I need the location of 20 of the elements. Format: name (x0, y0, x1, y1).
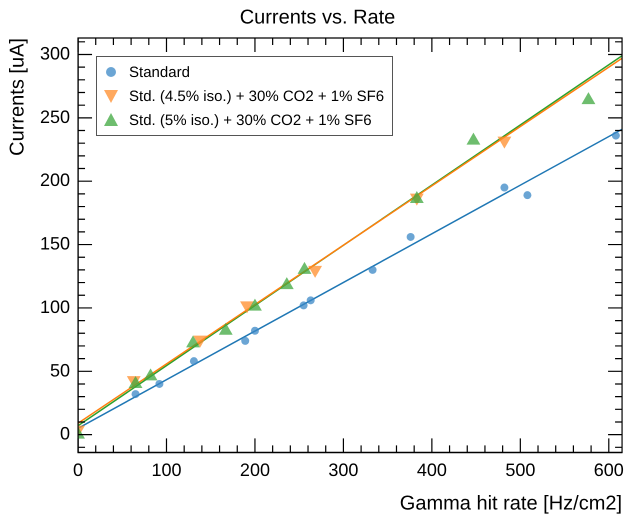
x-tick-label: 500 (505, 460, 536, 480)
x-tick-label: 300 (328, 460, 358, 480)
y-tick-label: 150 (40, 234, 70, 254)
x-tick-label: 600 (594, 460, 624, 480)
x-tick-label: 100 (151, 460, 182, 480)
y-tick-label: 300 (40, 43, 70, 64)
x-axis-title: Gamma hit rate [Hz/cm2] (400, 492, 622, 515)
x-tick-label: 0 (73, 460, 84, 480)
y-tick-label: 200 (40, 170, 70, 190)
x-tick-label: 200 (240, 460, 270, 480)
legend-label: Std. (5% iso.) + 30% CO2 + 1% SF6 (129, 112, 372, 128)
y-tick-label: 250 (40, 106, 70, 127)
chart-title: Currents vs. Rate (240, 6, 396, 29)
y-tick-label: 50 (50, 360, 70, 380)
y-tick-label: 100 (40, 296, 70, 317)
y-axis-title: Currents [uA] (6, 38, 29, 156)
legend-label: Standard (129, 64, 190, 80)
y-tick-label: 0 (60, 424, 70, 444)
legend-label: Std. (4.5% iso.) + 30% CO2 + 1% SF6 (129, 88, 384, 104)
x-tick-label: 400 (416, 460, 447, 480)
